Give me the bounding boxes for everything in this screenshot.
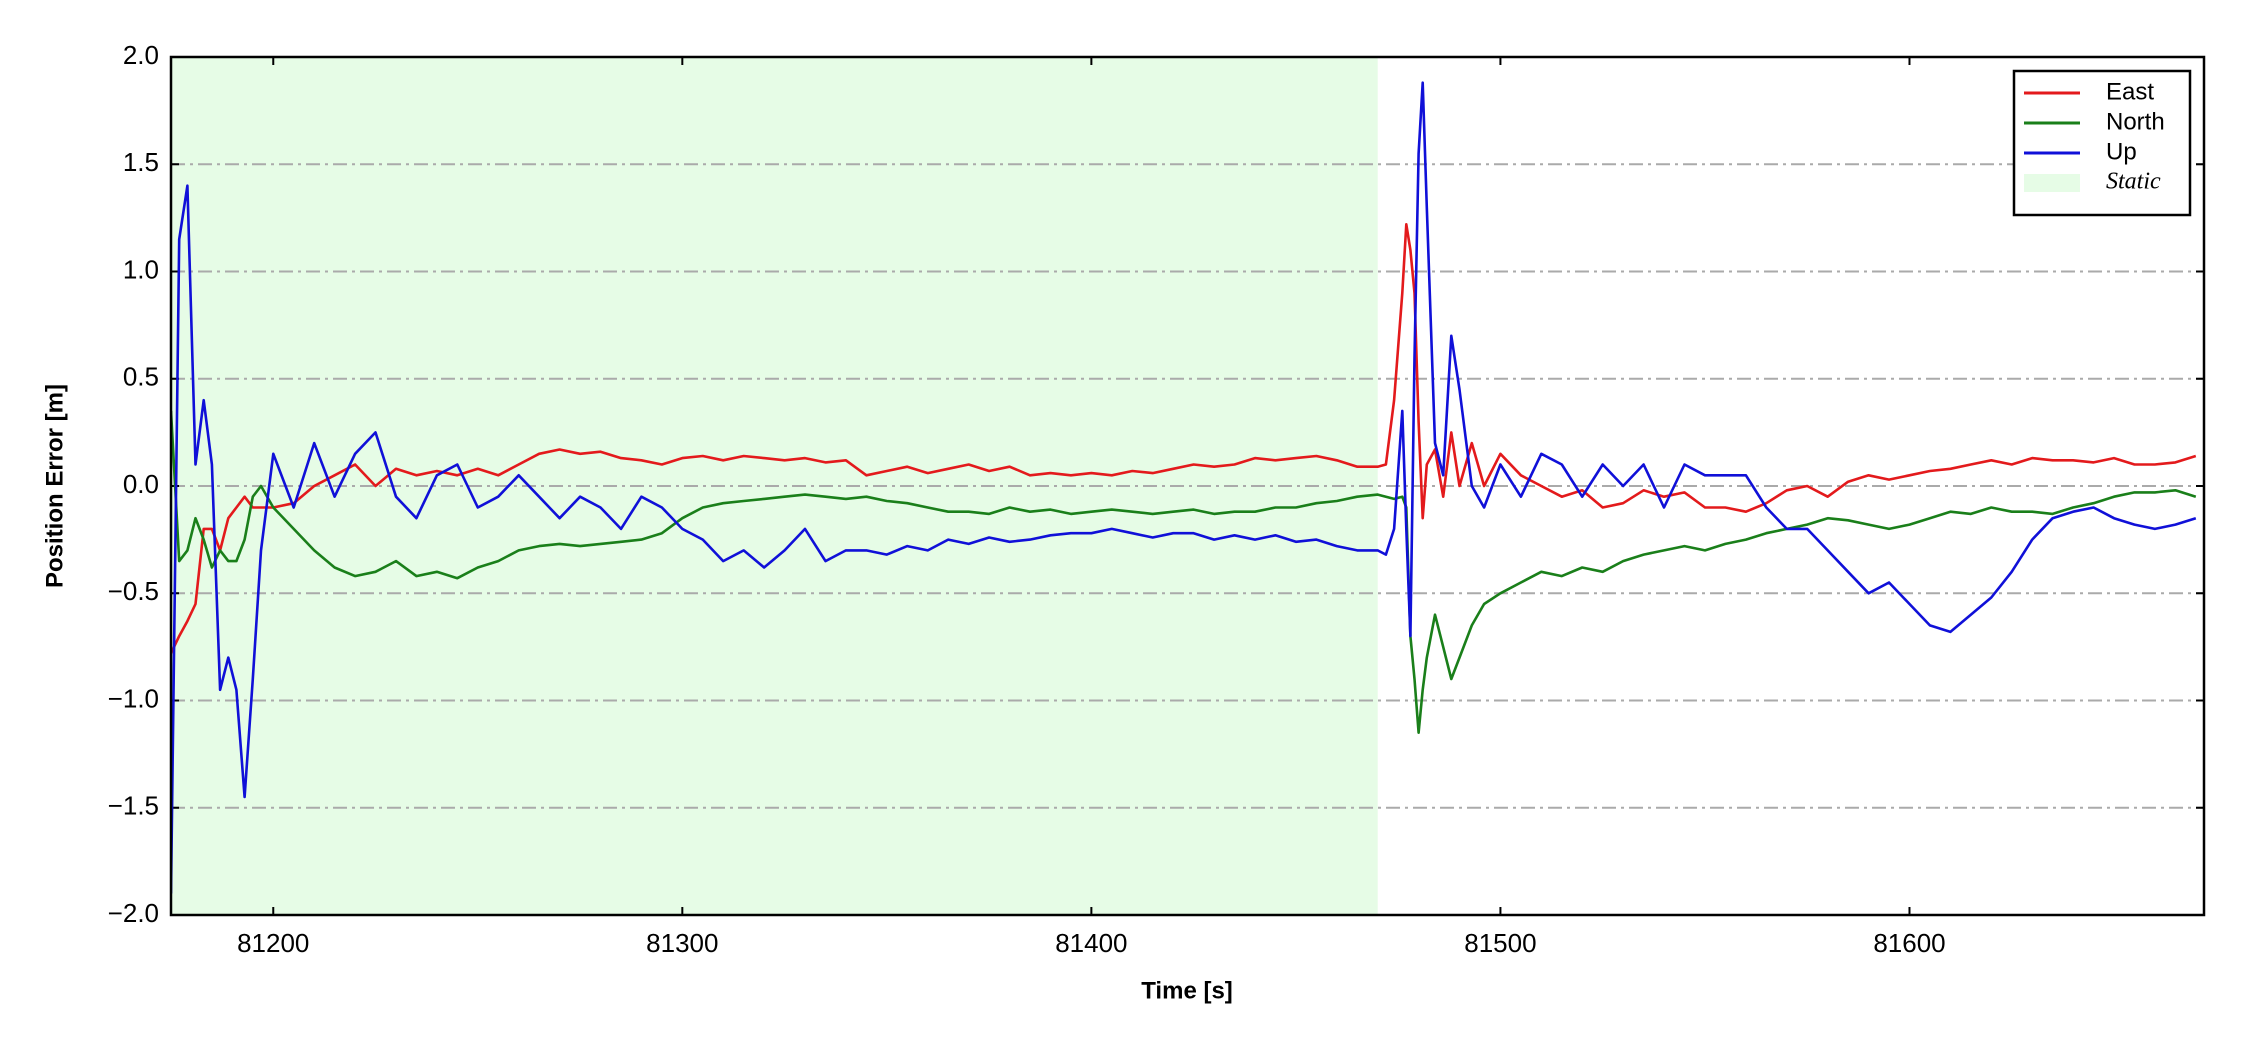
y-tick-label: −2.0 [108, 898, 159, 928]
x-tick-label: 81500 [1464, 928, 1536, 958]
x-tick-label: 81400 [1055, 928, 1127, 958]
legend-swatch [2024, 174, 2080, 192]
y-tick-label: −1.0 [108, 683, 159, 713]
y-axis-label: Position Error [m] [41, 384, 68, 588]
y-tick-label: 2.0 [123, 40, 159, 70]
legend-label: East [2106, 78, 2154, 105]
plot-area [171, 81, 2197, 894]
plot-frame [169, 55, 2206, 917]
y-tick-label: 1.5 [123, 147, 159, 177]
x-axis-label: Time [s] [1141, 977, 1233, 1004]
y-tick-label: 1.0 [123, 254, 159, 284]
legend: East North Up Static [2012, 69, 2192, 217]
y-tick-label: −1.5 [108, 791, 159, 821]
x-tick-label: 81300 [646, 928, 718, 958]
x-tick-label: 81200 [237, 928, 309, 958]
legend-label: Static [2106, 169, 2161, 195]
y-tick-label: −0.5 [108, 576, 159, 606]
series-line [171, 223, 2197, 654]
legend-label: Up [2106, 138, 2137, 165]
y-tick-label: 0.5 [123, 362, 159, 392]
y-tick-label: 0.0 [123, 469, 159, 499]
x-tick-label: 81600 [1873, 928, 1945, 958]
series-line [171, 410, 2197, 734]
legend-label: North [2106, 108, 2165, 135]
series-line [171, 81, 2197, 894]
